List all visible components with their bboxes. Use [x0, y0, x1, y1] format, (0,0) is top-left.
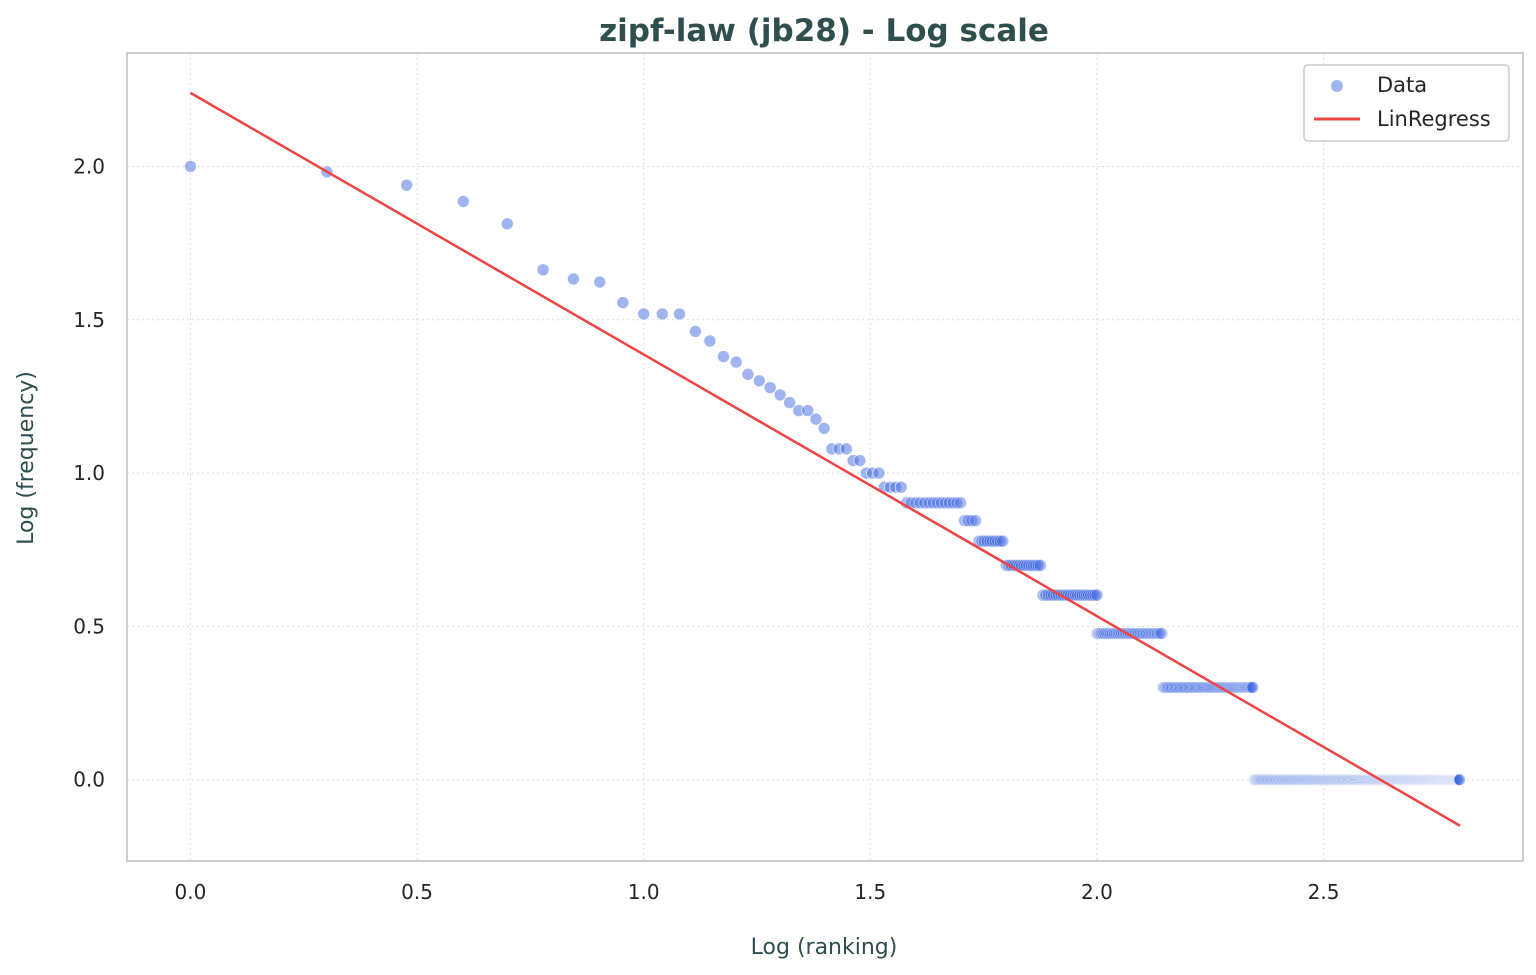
data-point — [773, 388, 787, 402]
data-point — [703, 334, 717, 348]
data-point — [1098, 627, 1112, 640]
data-point — [978, 534, 991, 548]
data-point — [962, 514, 975, 527]
legend-marker-data — [1331, 80, 1343, 92]
x-axis-label: Log (ranking) — [751, 935, 898, 960]
data-point — [1155, 627, 1168, 640]
data-point — [988, 534, 1002, 548]
data-point — [1134, 627, 1147, 640]
data-point — [981, 534, 994, 548]
data-point — [1137, 627, 1150, 640]
data-point — [500, 217, 514, 231]
data-point — [763, 381, 777, 394]
legend: Data LinRegress — [1303, 64, 1510, 142]
chart-title: zipf-law (jb28) - Log scale — [599, 13, 1049, 49]
data-point — [1102, 627, 1115, 640]
data-point — [958, 514, 971, 527]
data-point — [939, 496, 952, 510]
data-point — [840, 442, 853, 456]
x-tick-label: 1.5 — [854, 880, 886, 904]
data-point — [400, 178, 413, 192]
legend-box — [1303, 64, 1510, 142]
data-point — [969, 514, 982, 527]
data-point — [983, 534, 997, 548]
data-point — [1100, 627, 1113, 640]
data-point — [993, 534, 1007, 548]
y-tick-label: 0.5 — [73, 614, 105, 638]
data-point — [996, 534, 1009, 548]
x-tick-label: 0.0 — [175, 880, 207, 904]
data-point — [943, 496, 956, 510]
x-tick-label: 2.0 — [1081, 880, 1113, 904]
axes-frame — [126, 52, 1524, 862]
data-point — [1246, 681, 1260, 694]
y-tick-label: 1.5 — [73, 308, 105, 332]
plot-area — [184, 91, 1467, 827]
data-point — [1106, 627, 1119, 640]
data-point — [1036, 588, 1050, 602]
tick-labels: 0.0 0.5 1.0 1.5 2.0 2.5 0.0 0.5 1.0 1.5 2.0 — [73, 154, 1339, 904]
data-point — [567, 272, 580, 286]
data-point — [1104, 627, 1117, 640]
data-point — [954, 496, 967, 510]
data-point — [894, 480, 908, 494]
data-point — [935, 496, 948, 510]
data-point — [986, 534, 999, 548]
data-point — [689, 325, 702, 338]
data-point — [783, 396, 796, 409]
data-point — [637, 307, 651, 321]
data-point — [1453, 773, 1467, 786]
data-point — [729, 355, 743, 369]
data-point — [817, 422, 831, 435]
data-point — [1096, 627, 1110, 640]
data-point — [593, 275, 607, 289]
x-tick-label: 1.0 — [628, 880, 660, 904]
y-tick-label: 1.0 — [73, 461, 105, 485]
data-point — [853, 454, 867, 467]
legend-label-linregress: LinRegress — [1377, 107, 1491, 131]
data-point — [1135, 627, 1149, 640]
data-point — [1138, 627, 1152, 640]
x-tick-label: 0.5 — [401, 880, 433, 904]
data-point — [809, 412, 823, 426]
regression-line — [189, 91, 1461, 827]
y-axis-label: Log (frequency) — [14, 371, 39, 545]
data-point — [950, 496, 964, 510]
legend-label-data: Data — [1377, 73, 1427, 97]
data-point — [741, 368, 755, 381]
data-point — [616, 296, 630, 309]
data-point — [801, 404, 815, 417]
data-point — [914, 496, 927, 510]
y-tick-label: 2.0 — [73, 154, 105, 178]
data-point — [717, 350, 730, 363]
data-point — [909, 496, 923, 510]
data-point — [673, 307, 686, 321]
data-point — [536, 263, 550, 277]
data-point — [1090, 588, 1104, 602]
data-point — [457, 195, 470, 208]
data-point — [872, 466, 886, 480]
data-point — [752, 374, 766, 388]
x-tick-label: 2.5 — [1308, 880, 1340, 904]
data-point — [1034, 559, 1047, 572]
data-point — [991, 534, 1004, 548]
data-point — [946, 496, 960, 510]
data-point — [655, 307, 669, 321]
data-point — [184, 160, 197, 173]
y-tick-label: 0.0 — [73, 768, 105, 792]
data-point — [965, 514, 979, 527]
data-point — [1039, 588, 1052, 602]
data-point — [918, 496, 932, 510]
